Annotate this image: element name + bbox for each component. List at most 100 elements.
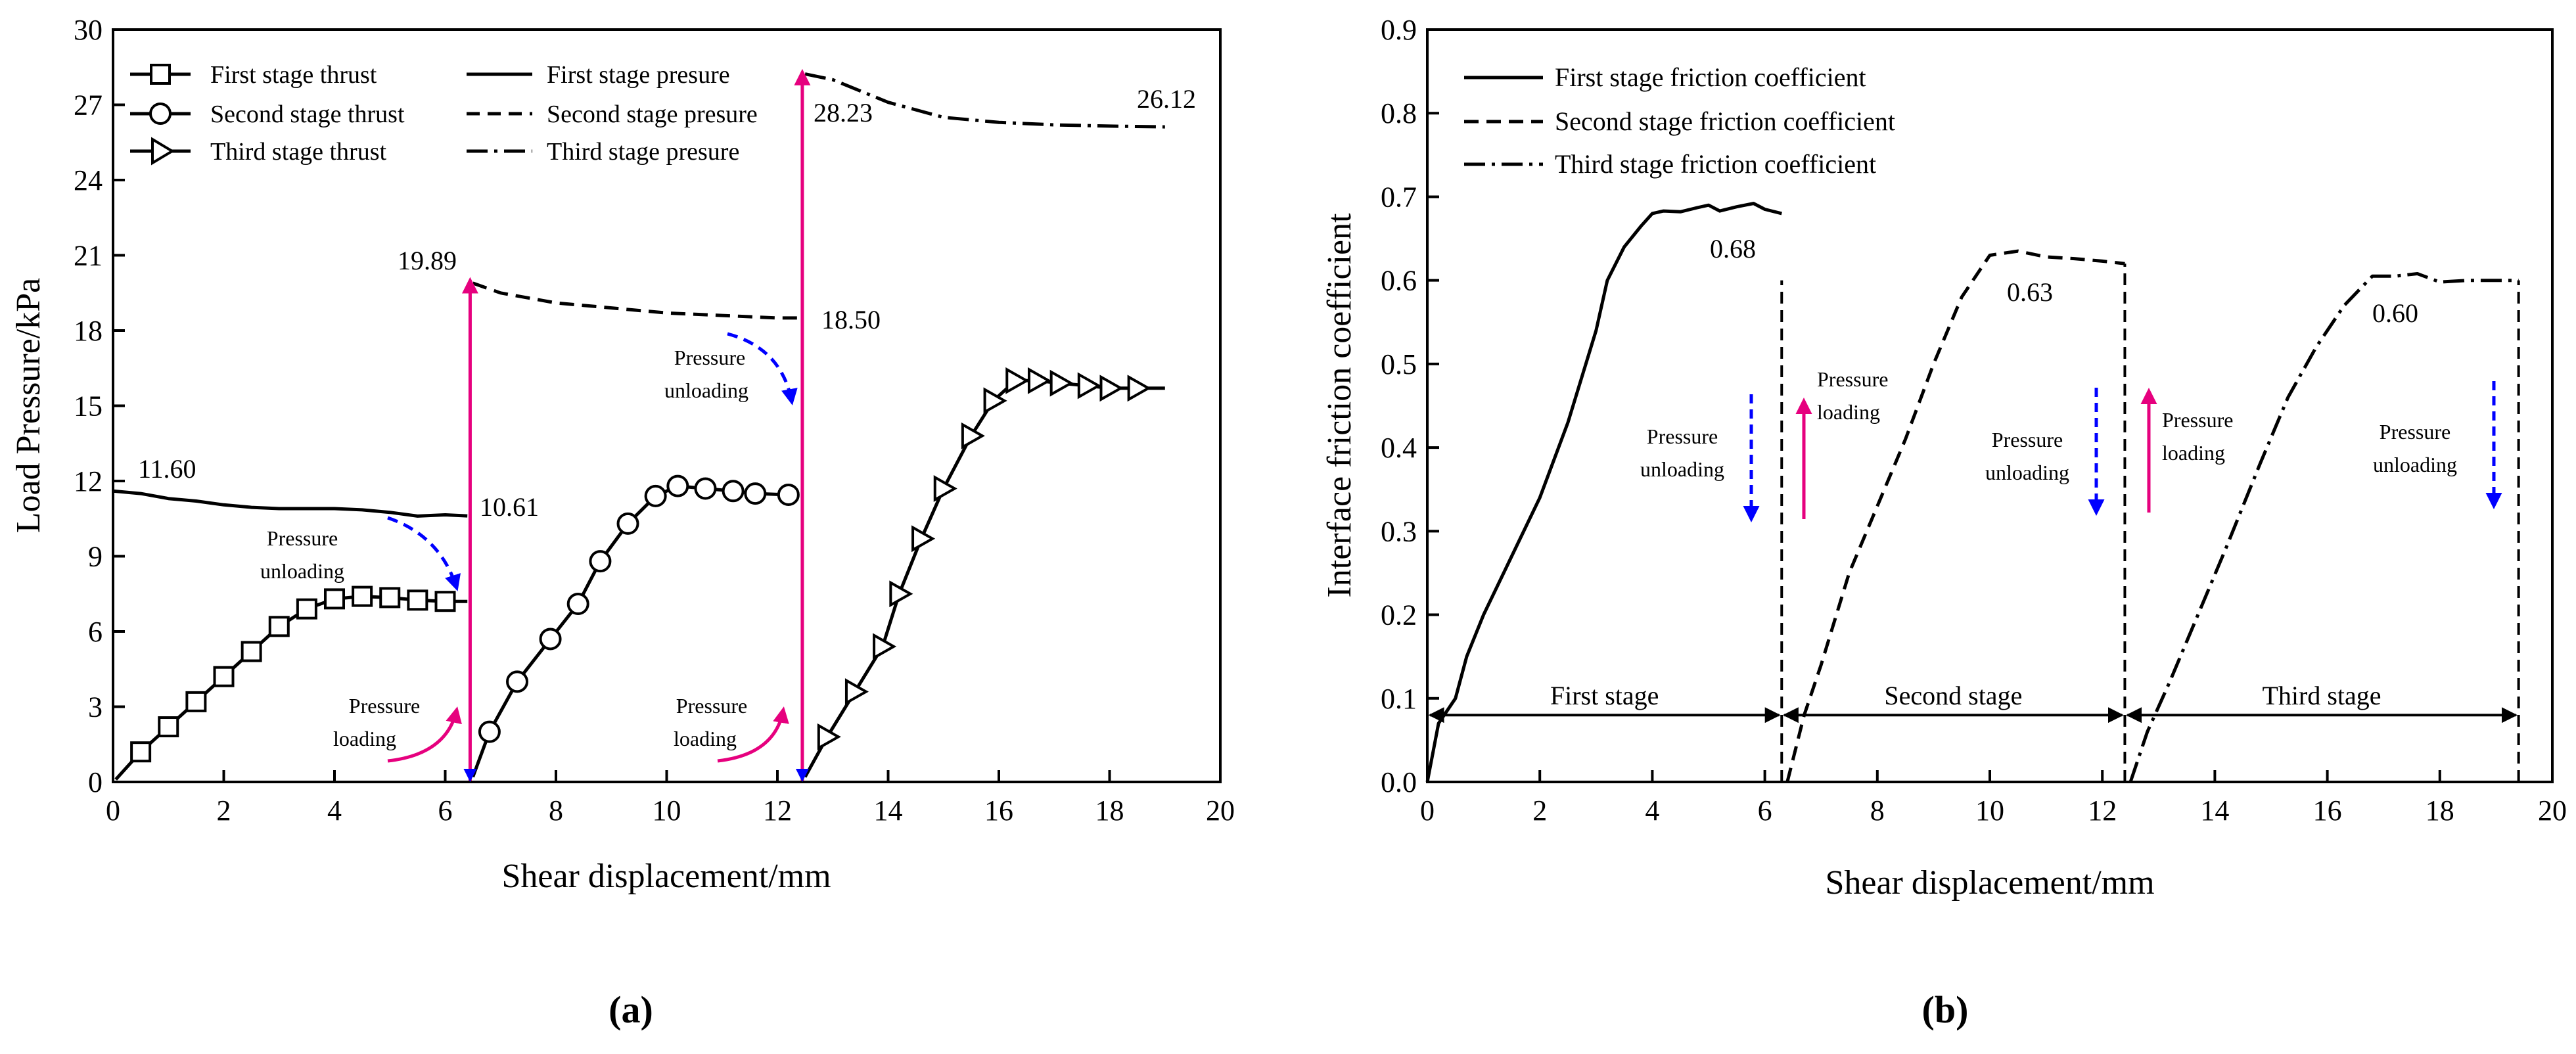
data-point-triangle [889, 580, 913, 608]
data-point-circle [566, 593, 589, 616]
panel-a-y-axis-label: Load Pressure/kPa [10, 278, 47, 533]
data-point-triangle [817, 723, 841, 750]
svg-text:Pressure: Pressure [1817, 367, 1888, 391]
legend-label: Third stage friction coefficient [1555, 149, 1876, 179]
y-tick-label: 0.8 [1381, 97, 1417, 129]
series-line-second-stage-presure [472, 281, 800, 320]
data-point-circle [539, 628, 562, 651]
annotation-b-pressure-loading-2: Pressure loading [2140, 388, 2233, 513]
y-tick-label: 0.3 [1381, 515, 1417, 547]
value-label-19-89: 19.89 [398, 246, 457, 275]
series-line-third-stage-friction-coefficient [2128, 272, 2519, 783]
series-line-third-stage-presure [804, 72, 1165, 129]
svg-text:unloading: unloading [1640, 457, 1724, 481]
data-point-square [324, 588, 345, 610]
legend-first-stage-friction: First stage friction coefficient [1464, 62, 1866, 92]
data-point-triangle [1049, 369, 1074, 397]
data-point-square [158, 716, 179, 738]
data-point-square [407, 589, 428, 611]
data-point-triangle [1027, 367, 1052, 394]
y-tick-label: 0.0 [1381, 766, 1417, 798]
x-tick-label: 12 [2088, 794, 2117, 827]
svg-text:Pressure: Pressure [2380, 420, 2450, 444]
x-tick-label: 10 [1975, 794, 2004, 827]
annotation-b-pressure-unloading-2: Pressure unloading [1985, 388, 2105, 516]
x-tick-label: 6 [1758, 794, 1772, 827]
svg-text:Pressure: Pressure [676, 694, 747, 718]
svg-text:Pressure: Pressure [267, 526, 338, 550]
panel-b-chart: 0 2 4 6 8 10 12 14 16 18 20 0.0 0.1 0.2 0.3 0.4 0.5 0.6 0.… [1321, 14, 2567, 1031]
legend-label: Third stage presure [547, 138, 739, 166]
series-line-first-stage-presure [112, 489, 468, 518]
panel-b-legend: First stage friction coefficient Second … [1464, 62, 1895, 179]
data-point-circle [694, 477, 717, 500]
data-point-triangle [873, 633, 897, 660]
svg-text:Pressure: Pressure [1992, 428, 2063, 451]
annotation-pressure-unloading-2: Pressure unloading [664, 332, 798, 405]
x-tick-label: 0 [1420, 794, 1435, 827]
x-tick-label: 4 [1645, 794, 1659, 827]
y-tick-label: 3 [88, 691, 103, 723]
data-point-triangle [911, 525, 936, 553]
x-tick-label: 12 [763, 794, 792, 827]
series-line-third-stage-thrust [803, 378, 1165, 778]
x-tick-label: 4 [327, 794, 342, 827]
panel-b-caption: (b) [1922, 988, 1969, 1031]
legend-third-stage-friction: Third stage friction coefficient [1464, 149, 1876, 179]
panel-a-x-axis-label: Shear displacement/mm [501, 858, 831, 895]
series-line-first-stage-friction-coefficient [1425, 202, 1782, 783]
y-tick-label: 0.2 [1381, 599, 1417, 631]
value-label-0-63: 0.63 [2007, 277, 2053, 307]
panel-b-y-axis-label: Interface friction coefficient [1321, 213, 1358, 598]
value-label-0-60: 0.60 [2372, 298, 2418, 328]
series-line-first-stage-thrust [114, 595, 468, 781]
data-point-triangle [844, 678, 869, 706]
data-point-triangle [1005, 367, 1030, 394]
x-tick-label: 14 [874, 794, 903, 827]
legend-label: First stage friction coefficient [1555, 62, 1866, 92]
svg-text:Pressure: Pressure [349, 694, 420, 718]
svg-text:loading: loading [1817, 400, 1880, 424]
stage-span-label: First stage [1550, 681, 1659, 710]
x-tick-label: 0 [106, 794, 120, 827]
y-tick-label: 21 [74, 240, 103, 272]
stage-span-label: Third stage [2263, 681, 2381, 710]
y-tick-label: 0.6 [1381, 265, 1417, 297]
legend-label: First stage thrust [210, 61, 377, 89]
y-tick-label: 0.7 [1381, 181, 1417, 213]
annotation-pressure-loading-1: Pressure loading [333, 694, 462, 763]
annotation-b-pressure-unloading-3: Pressure unloading [2373, 381, 2502, 509]
x-tick-label: 6 [438, 794, 453, 827]
legend-second-stage-thrust: Second stage thrust [130, 101, 405, 128]
svg-text:Pressure: Pressure [2162, 408, 2233, 432]
y-tick-label: 0.4 [1381, 432, 1417, 464]
x-tick-label: 8 [549, 794, 563, 827]
value-label-0-68: 0.68 [1710, 234, 1756, 264]
legend-second-stage-presure: Second stage presure [467, 101, 758, 128]
x-tick-label: 10 [653, 794, 681, 827]
data-point-circle [666, 474, 689, 497]
data-point-square [352, 585, 373, 607]
data-point-triangle [933, 475, 957, 502]
data-point-square [379, 587, 401, 608]
legend-first-stage-presure: First stage presure [467, 61, 730, 89]
data-point-circle [478, 720, 501, 743]
x-tick-label: 16 [984, 794, 1013, 827]
y-tick-label: 6 [88, 616, 103, 648]
x-tick-label: 2 [217, 794, 231, 827]
data-point-square [213, 666, 235, 687]
x-tick-label: 16 [2313, 794, 2342, 827]
value-label-11-60: 11.60 [138, 454, 196, 484]
legend-label: Second stage presure [547, 101, 758, 128]
annotation-b-pressure-unloading-1: Pressure unloading [1640, 394, 1760, 522]
data-point-circle [589, 550, 612, 573]
stage-span-label: Second stage [1884, 681, 2022, 710]
data-point-square [241, 641, 262, 662]
svg-text:unloading: unloading [1985, 461, 2069, 484]
legend-second-stage-friction: Second stage friction coefficient [1464, 106, 1895, 136]
data-point-circle [777, 483, 800, 506]
panel-a-caption: (a) [609, 988, 653, 1031]
data-point-circle [506, 670, 529, 693]
